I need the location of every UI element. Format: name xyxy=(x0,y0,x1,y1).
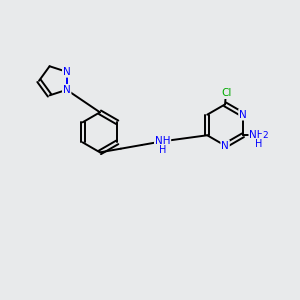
Text: NH: NH xyxy=(249,130,265,140)
Text: N: N xyxy=(63,67,70,77)
Text: N: N xyxy=(221,141,229,151)
Text: Cl: Cl xyxy=(221,88,232,98)
Text: N: N xyxy=(63,85,70,95)
Text: N: N xyxy=(239,110,247,120)
Text: 2: 2 xyxy=(262,131,268,140)
Text: H: H xyxy=(255,139,262,149)
Text: H: H xyxy=(160,145,167,155)
Text: NH: NH xyxy=(155,136,170,146)
